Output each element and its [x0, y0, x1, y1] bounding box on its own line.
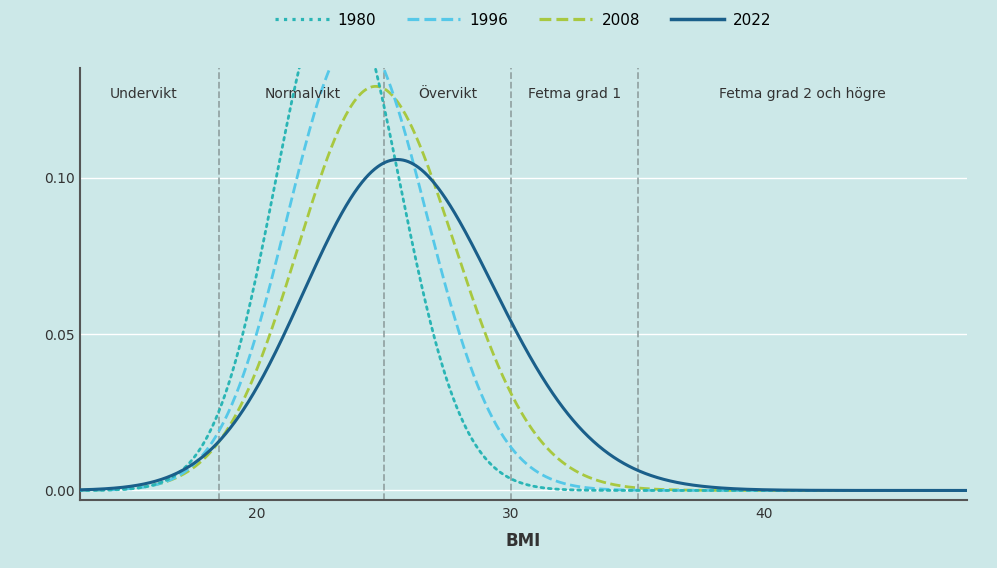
Text: Övervikt: Övervikt — [418, 87, 477, 101]
Text: Normalvikt: Normalvikt — [265, 87, 341, 101]
X-axis label: BMI: BMI — [505, 532, 541, 550]
Text: Fetma grad 2 och högre: Fetma grad 2 och högre — [719, 87, 885, 101]
Legend: 1980, 1996, 2008, 2022: 1980, 1996, 2008, 2022 — [269, 7, 778, 34]
Text: Undervikt: Undervikt — [110, 87, 177, 101]
Text: Fetma grad 1: Fetma grad 1 — [527, 87, 621, 101]
